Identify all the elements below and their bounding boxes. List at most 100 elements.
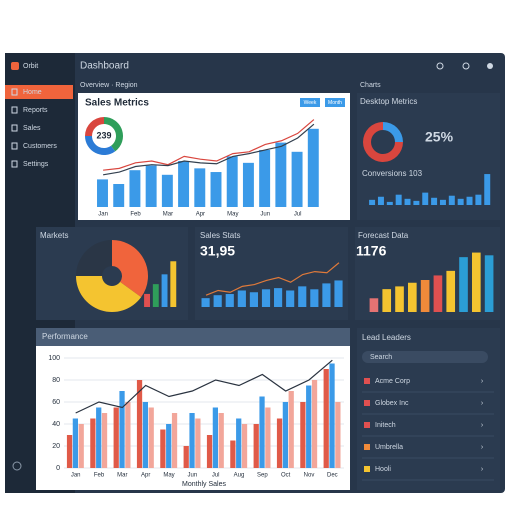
panel-title: Markets <box>40 231 68 240</box>
x-tick-label: Jul <box>294 212 302 218</box>
bar <box>300 402 306 468</box>
bar <box>433 275 443 312</box>
bar <box>386 201 393 205</box>
user-icon[interactable] <box>487 63 493 69</box>
bar <box>226 156 238 207</box>
x-tick-label: Jan <box>98 212 108 218</box>
bar <box>218 413 224 468</box>
bar <box>311 380 318 468</box>
panel-title: Sales Stats <box>200 231 240 240</box>
list-item[interactable]: Acme Corp <box>375 378 410 385</box>
bar <box>161 174 173 207</box>
bar <box>171 413 178 468</box>
bar <box>329 363 335 468</box>
menu-icon <box>11 88 18 96</box>
donut-label: 239 <box>96 130 111 140</box>
bar <box>395 286 404 312</box>
panel-title: Desktop Metrics <box>360 97 417 106</box>
menu-icon <box>11 124 18 132</box>
slice <box>104 117 124 152</box>
x-tick-label: Jul <box>212 473 220 479</box>
bar <box>413 200 420 205</box>
bar <box>261 289 271 307</box>
bar <box>237 290 246 307</box>
slice <box>112 240 149 298</box>
bar <box>129 170 141 207</box>
x-tick-label: Jun <box>260 212 270 218</box>
bar <box>242 162 254 207</box>
line <box>103 119 315 171</box>
bar <box>97 179 108 207</box>
line <box>75 359 333 414</box>
bar <box>439 199 446 205</box>
bar <box>422 192 429 205</box>
bar <box>377 196 384 205</box>
button-label: Month <box>328 100 342 106</box>
bar <box>484 255 494 312</box>
bar <box>166 424 172 468</box>
slice <box>76 276 142 313</box>
bar <box>206 435 213 468</box>
y-tick-label: 60 <box>52 399 60 406</box>
menu-item[interactable]: Home <box>23 89 42 96</box>
help-icon <box>12 461 22 471</box>
menu-item[interactable]: Reports <box>23 107 48 114</box>
menu-item[interactable]: Customers <box>23 143 57 150</box>
settings-icon[interactable] <box>462 62 470 70</box>
bar <box>475 194 482 205</box>
x-tick-label: Mar <box>117 473 127 479</box>
bar <box>113 184 125 207</box>
x-tick-label: Feb <box>130 212 141 218</box>
bar <box>96 407 102 468</box>
bar <box>230 440 236 468</box>
bar <box>322 283 331 307</box>
y-tick-label: 40 <box>52 421 60 428</box>
search-icon[interactable] <box>436 62 444 70</box>
bar <box>101 413 108 468</box>
bar <box>148 407 154 468</box>
bar <box>286 290 295 307</box>
bar <box>119 391 125 468</box>
bar <box>259 149 271 207</box>
section-title: Charts <box>360 82 381 89</box>
list-swatch <box>364 422 370 428</box>
x-tick-label: Apr <box>141 473 150 479</box>
bar <box>142 402 148 468</box>
bar <box>212 407 218 468</box>
x-tick-label: Dec <box>327 473 338 479</box>
bar <box>66 435 73 468</box>
list-item[interactable]: Hooli <box>375 466 391 473</box>
y-tick-label: 0 <box>56 465 60 472</box>
x-tick-label: May <box>227 212 238 218</box>
panel-title: Sales Metrics <box>85 98 149 109</box>
bar <box>404 198 411 205</box>
x-tick-label: Jan <box>71 473 81 479</box>
bar <box>395 194 402 205</box>
button[interactable] <box>325 98 345 107</box>
button[interactable] <box>300 98 320 107</box>
bar <box>274 288 283 307</box>
bar <box>210 172 222 207</box>
x-tick-label: May <box>163 473 174 479</box>
bar <box>431 197 438 205</box>
bar <box>90 418 96 468</box>
menu-item[interactable]: Sales <box>23 125 41 132</box>
chevron: › <box>481 466 484 473</box>
bar <box>113 407 119 468</box>
bar <box>170 261 177 307</box>
bar <box>253 424 259 468</box>
bar <box>161 274 168 307</box>
list-item[interactable]: Umbrella <box>375 444 403 451</box>
slice <box>76 240 112 276</box>
kpi: 31,95 <box>200 243 235 259</box>
x-tick-label: Aug <box>234 473 245 479</box>
line <box>205 262 340 296</box>
list-item[interactable]: Initech <box>375 422 396 429</box>
search-box[interactable] <box>362 351 488 363</box>
bar <box>276 418 283 468</box>
menu-item[interactable]: Settings <box>23 161 49 168</box>
list-item[interactable]: Globex Inc <box>375 400 409 407</box>
bar <box>448 195 455 205</box>
slice <box>85 117 104 136</box>
bar <box>282 402 288 468</box>
